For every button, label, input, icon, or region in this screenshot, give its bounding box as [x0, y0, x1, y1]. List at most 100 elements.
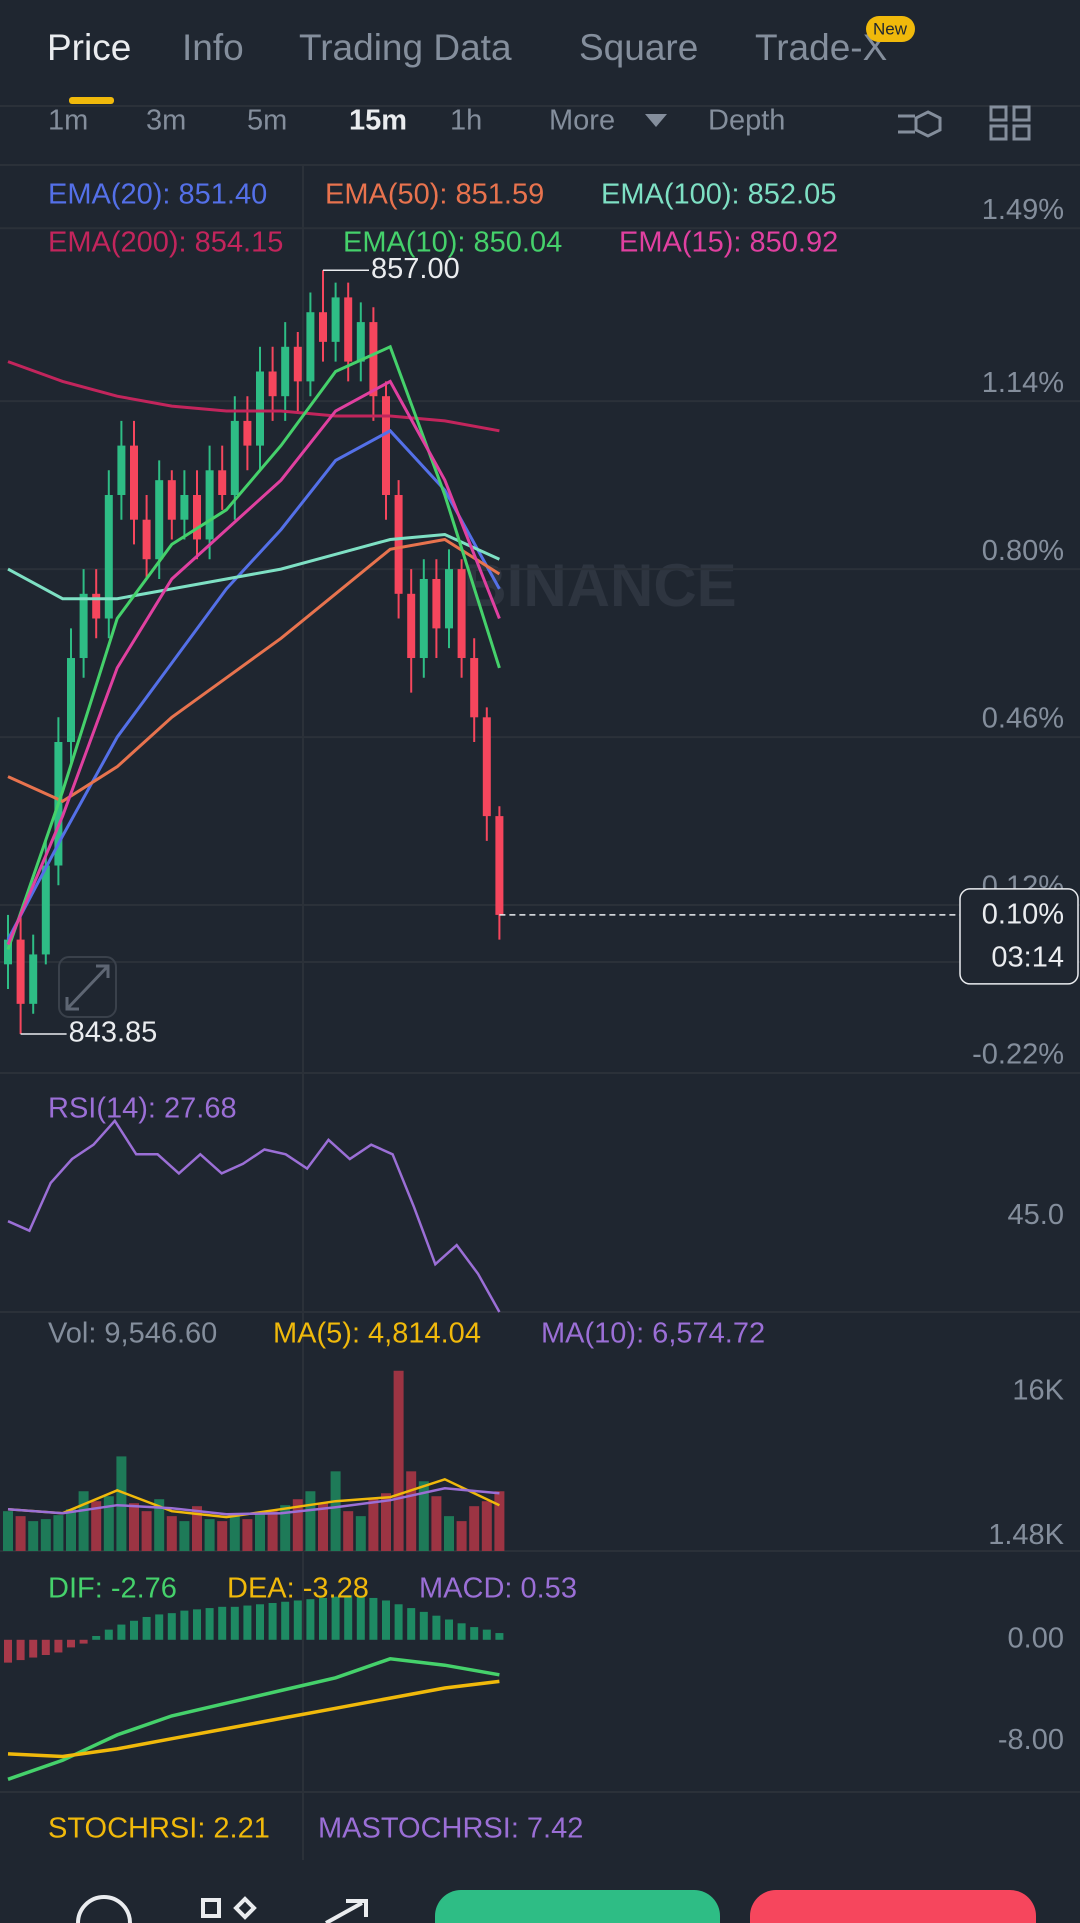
volume-bar [330, 1471, 341, 1551]
candle-body [155, 480, 164, 560]
candle-body [256, 371, 264, 446]
y-tick-label: -0.22% [972, 1039, 1064, 1071]
layout-icon[interactable] [989, 105, 1031, 141]
interval[interactable]: 1h [450, 105, 482, 137]
volume-bar [456, 1521, 467, 1551]
macd-bar [155, 1614, 164, 1640]
icon[interactable] [325, 1899, 368, 1923]
macd-bar [331, 1596, 340, 1640]
interval[interactable]: 15m [349, 105, 407, 137]
indicator-line [7, 1487, 500, 1516]
macd-bar [432, 1615, 441, 1640]
macd-bar [268, 1603, 277, 1640]
volume-bar [292, 1499, 303, 1551]
indicator-line [7, 532, 501, 601]
interval[interactable]: 1m [48, 105, 88, 137]
last-price-label: 0.10% [982, 899, 1064, 931]
candle-body [92, 593, 101, 619]
volume-bar [217, 1521, 228, 1551]
volume-bar [481, 1501, 492, 1551]
volume-bar [343, 1511, 354, 1551]
legend-entry: EMA(200): 854.15 [48, 227, 283, 259]
volume-bar [267, 1511, 278, 1551]
y-tick-label: 16K [1012, 1374, 1064, 1406]
candle-body [495, 816, 504, 915]
candle-body [243, 420, 252, 446]
candle-body [193, 495, 201, 540]
candle-body [369, 322, 378, 397]
tab[interactable]: Square [579, 27, 698, 68]
volume-bar [78, 1491, 89, 1551]
candle-body [356, 322, 365, 362]
volume-bar [66, 1509, 76, 1551]
expand-button[interactable] [58, 956, 117, 1018]
tab[interactable]: Price [47, 27, 131, 68]
legend-entry: EMA(20): 851.40 [48, 179, 267, 211]
icon[interactable] [201, 1898, 221, 1918]
macd-bar [457, 1623, 466, 1640]
macd-bar [218, 1606, 227, 1640]
volume-bar [280, 1505, 291, 1551]
macd-bar [293, 1600, 302, 1640]
tab[interactable]: Trade-X [755, 27, 887, 68]
candle-body [29, 954, 38, 1004]
macd-bar [54, 1639, 63, 1653]
icon[interactable] [233, 1896, 257, 1920]
candle-body [331, 297, 340, 342]
volume-bar [3, 1511, 13, 1551]
macd-bar [29, 1639, 38, 1658]
y-tick-label: -8.00 [998, 1724, 1064, 1756]
low-label: 843.85 [69, 1017, 158, 1049]
candle-body [67, 658, 75, 743]
indicator-line [7, 1679, 500, 1759]
volume-label: Vol: 9,546.60 [48, 1318, 217, 1350]
macd-bar [41, 1639, 50, 1656]
candle-body [344, 297, 353, 362]
interval[interactable]: 3m [146, 105, 186, 137]
macd-bar [394, 1604, 403, 1640]
volume-bar [129, 1503, 139, 1551]
macd-bar [281, 1601, 290, 1640]
sell-button[interactable] [750, 1890, 1036, 1923]
volume-bar [368, 1499, 379, 1551]
macd-bar [104, 1629, 113, 1640]
volume-bar [318, 1503, 328, 1551]
macd-bar [205, 1608, 214, 1640]
tab[interactable]: Info [182, 27, 244, 68]
volume-bar [166, 1516, 177, 1551]
candle-body [281, 346, 290, 397]
volume-bar [305, 1491, 316, 1551]
watermark: BINANCE [463, 552, 736, 619]
interval[interactable]: Depth [708, 105, 785, 137]
legend-entry: EMA(50): 851.59 [325, 179, 544, 211]
volume-bar [418, 1481, 429, 1551]
candle-body [293, 346, 302, 382]
settings-icon[interactable] [898, 110, 942, 138]
interval[interactable]: More [549, 105, 615, 137]
volume-bar [444, 1516, 454, 1551]
macd-bar [407, 1608, 416, 1640]
y-tick-label: 1.49% [982, 194, 1064, 226]
macd-bar [256, 1604, 264, 1640]
icon[interactable] [76, 1895, 132, 1923]
candle-body [457, 569, 466, 659]
countdown: 03:14 [991, 942, 1064, 974]
high-label: 857.00 [371, 253, 460, 285]
candle-body [142, 519, 151, 560]
macd-bar [142, 1616, 151, 1640]
legend-entry: EMA(100): 852.05 [601, 179, 836, 211]
y-tick-label: 0.00 [1008, 1622, 1064, 1654]
candle-body [470, 658, 479, 718]
macd-bar [445, 1619, 453, 1640]
buy-button[interactable] [435, 1890, 720, 1923]
interval[interactable]: 5m [247, 105, 287, 137]
macd-bar [419, 1611, 428, 1640]
tab[interactable]: Trading Data [299, 27, 512, 68]
legend-entry: EMA(10): 850.04 [343, 227, 562, 259]
macd-bar [356, 1596, 365, 1640]
volume-bar [40, 1519, 51, 1551]
bottom-bar [76, 1890, 1036, 1923]
candle-body [16, 939, 25, 1004]
macd-bar [180, 1610, 189, 1640]
